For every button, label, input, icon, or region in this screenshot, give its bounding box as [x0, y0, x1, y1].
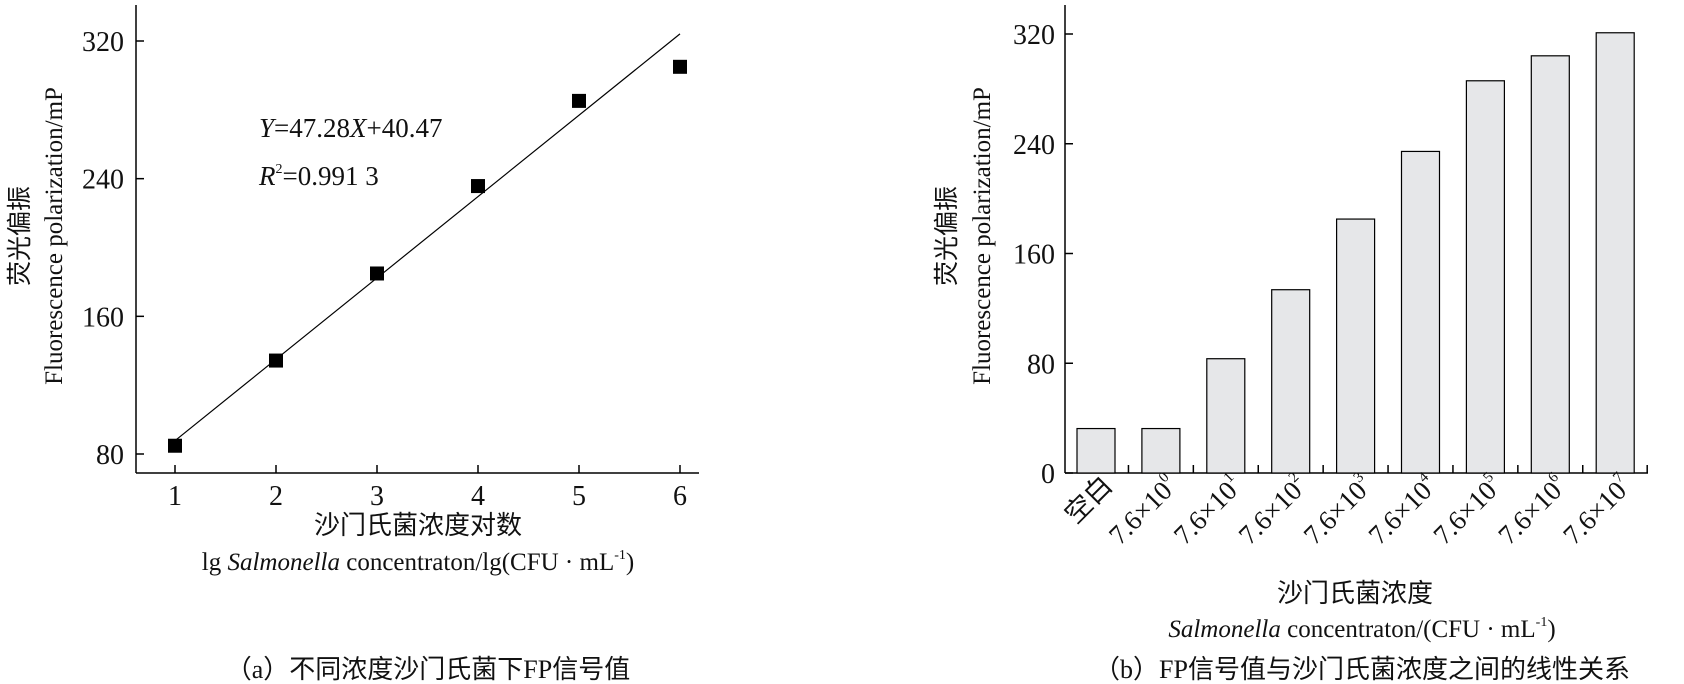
y-tick-label: 320 [82, 27, 124, 58]
x-tick-label: 7.6×105 [1427, 469, 1508, 550]
bar [1271, 289, 1311, 474]
superscript: -1 [614, 548, 626, 563]
y-tick-label: 160 [1013, 240, 1055, 271]
x-tick-label: 7.6×102 [1232, 469, 1313, 550]
x-tick-label: 3 [370, 481, 384, 512]
bar [1206, 358, 1246, 474]
tspan: +40.47 [367, 113, 443, 143]
tspan: ) [626, 549, 634, 576]
tspan: 2 [276, 162, 283, 177]
tspan: Y [259, 113, 277, 143]
x-axis-title-cn: 沙门氏菌浓度对数 [314, 511, 522, 540]
data-point [168, 438, 182, 453]
tspan: =47.28 [274, 113, 350, 143]
tspan: concentraton/lg(CFU · mL [340, 549, 614, 576]
x-tick-label: 1 [168, 481, 182, 512]
bar [1595, 32, 1635, 474]
x-tick-label: 7.6×106 [1492, 469, 1573, 550]
x-tick-label: 7.6×103 [1297, 469, 1378, 550]
superscript: -1 [1536, 615, 1548, 630]
x-tick-label: 7.6×104 [1362, 469, 1443, 550]
bar [1400, 150, 1441, 474]
data-point [673, 59, 687, 74]
r-squared: R2=0.991 3 [258, 161, 379, 191]
fit-equation: Y=47.28X+40.47 [259, 113, 443, 143]
y-axis-title-cn: 荧光偏振 [6, 186, 34, 286]
y-tick-label: 0 [1041, 459, 1055, 490]
tspan: ) [1547, 616, 1555, 643]
y-axis-title-en: Fluorescence polarization/mP [41, 87, 68, 385]
y-tick-label: 240 [1013, 130, 1055, 161]
bar [1335, 218, 1376, 474]
tspan: =0.991 3 [283, 161, 379, 191]
tspan: R [258, 161, 276, 191]
x-axis-title-en: lg Salmonella concentraton/lg(CFU · mL-1… [202, 548, 634, 576]
tspan: 空白 [1059, 470, 1118, 529]
tspan: concentraton/(CFU · mL [1281, 616, 1536, 643]
x-tick-label: 4 [471, 481, 485, 512]
y-axis-title-en: Fluorescence polarization/mP [969, 87, 996, 385]
fit-line [174, 33, 681, 442]
data-point [269, 353, 283, 368]
bar [1465, 80, 1506, 474]
y-tick-label: 240 [82, 165, 124, 196]
italic-species: Salmonella [227, 549, 340, 576]
data-point [572, 93, 586, 108]
x-tick-label: 7.6×100 [1102, 469, 1183, 550]
x-tick-label: 空白 [1059, 470, 1118, 529]
x-tick-label: 7.6×107 [1556, 469, 1637, 550]
bar [1530, 55, 1570, 474]
tspan: lg [202, 549, 228, 576]
panel-b-bar: 080160240320空白7.6×1007.6×1017.6×1027.6×1… [933, 5, 1648, 684]
bar [1141, 427, 1181, 474]
y-tick-label: 160 [82, 302, 124, 333]
data-point [471, 179, 485, 194]
x-tick-label: 2 [269, 481, 283, 512]
y-tick-label: 80 [1027, 349, 1055, 380]
x-axis-title-cn: 沙门氏菌浓度 [1277, 579, 1433, 608]
tspan: X [349, 113, 368, 143]
data-point [370, 266, 384, 281]
y-tick-label: 80 [96, 440, 124, 471]
y-axis-title-cn: 荧光偏振 [933, 186, 961, 286]
x-axis-title-en: Salmonella concentraton/(CFU · mL-1) [1168, 615, 1555, 643]
x-tick-label: 5 [572, 481, 586, 512]
italic-species: Salmonella [1168, 616, 1281, 643]
y-tick-label: 320 [1013, 20, 1055, 51]
panel-caption: （b）FP信号值与沙门氏菌浓度之间的线性关系 [1094, 655, 1630, 684]
x-tick-label: 6 [673, 481, 687, 512]
x-tick-label: 7.6×101 [1167, 469, 1248, 550]
panel-caption: （a）不同浓度沙门氏菌下FP信号值 [226, 655, 630, 684]
bar [1076, 427, 1116, 474]
